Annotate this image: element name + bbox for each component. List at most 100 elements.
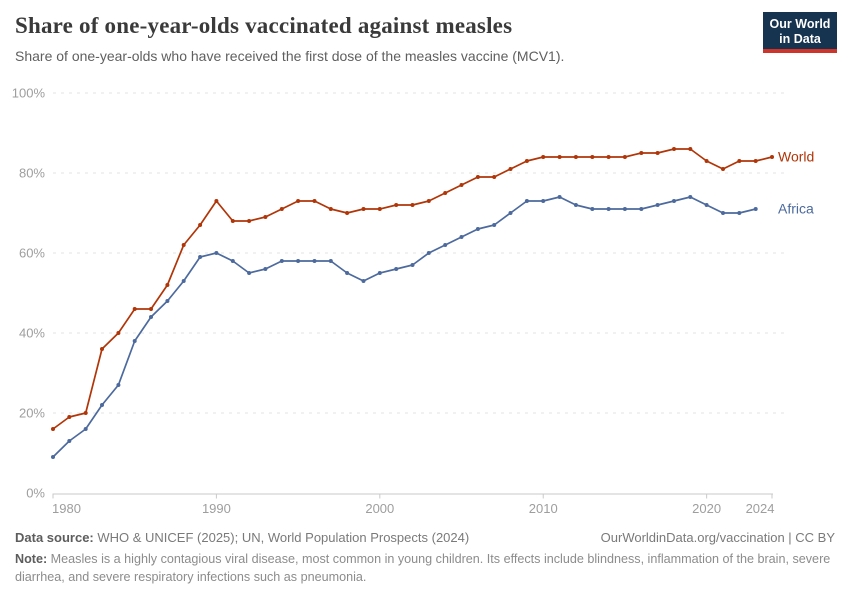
data-point-world-1984[interactable] [116,331,121,335]
x-tick-label-2000: 2000 [365,501,394,516]
data-point-africa-1997[interactable] [328,259,333,263]
data-point-africa-1996[interactable] [312,259,317,263]
data-point-africa-1998[interactable] [345,271,350,275]
data-point-world-1993[interactable] [263,215,268,219]
data-point-world-1998[interactable] [345,211,350,215]
data-point-world-1999[interactable] [361,207,366,211]
data-point-world-2022[interactable] [737,159,742,163]
data-point-africa-2018[interactable] [672,199,676,203]
data-point-africa-2010[interactable] [541,199,546,203]
data-point-africa-2013[interactable] [590,207,595,211]
data-point-world-1991[interactable] [230,219,235,223]
owid-license-link[interactable]: OurWorldinData.org/vaccination | CC BY [600,530,835,545]
note-label: Note: [15,552,48,566]
data-point-world-1992[interactable] [247,219,252,223]
data-point-africa-2001[interactable] [394,267,399,271]
data-point-africa-1994[interactable] [279,259,284,263]
data-point-world-1986[interactable] [149,307,153,311]
data-point-africa-2015[interactable] [622,207,627,211]
data-point-world-2008[interactable] [508,167,513,171]
data-point-world-1985[interactable] [132,307,137,311]
data-point-world-1987[interactable] [165,283,170,287]
data-point-world-1988[interactable] [181,243,186,247]
data-point-africa-2003[interactable] [426,251,431,255]
data-point-world-2009[interactable] [524,159,529,163]
data-point-africa-2009[interactable] [524,199,529,203]
data-point-world-2019[interactable] [688,147,693,151]
data-point-africa-1988[interactable] [181,279,186,283]
data-point-africa-2012[interactable] [573,203,578,207]
data-point-world-2013[interactable] [590,155,595,159]
data-point-world-1990[interactable] [214,199,219,203]
data-point-africa-2011[interactable] [557,195,562,199]
data-point-world-2018[interactable] [672,147,676,151]
data-point-world-2000[interactable] [377,207,382,211]
x-tick-label-2024: 2024 [746,501,775,516]
data-point-africa-2019[interactable] [688,195,693,199]
data-point-world-2005[interactable] [459,183,464,187]
data-point-africa-2020[interactable] [704,203,709,207]
data-point-africa-1981[interactable] [67,439,72,443]
data-point-africa-2016[interactable] [639,207,644,211]
data-point-africa-2002[interactable] [410,263,415,267]
x-tick-label-1980: 1980 [52,501,81,516]
data-point-africa-2000[interactable] [377,271,382,275]
data-point-africa-1980[interactable] [51,455,55,459]
data-point-world-2006[interactable] [475,175,480,179]
data-point-world-2021[interactable] [721,167,725,171]
data-point-africa-1989[interactable] [198,255,203,259]
data-point-africa-1984[interactable] [116,383,121,387]
data-point-africa-2005[interactable] [459,235,464,239]
data-point-world-1980[interactable] [51,427,55,431]
data-point-africa-2006[interactable] [475,227,480,231]
data-point-africa-2022[interactable] [737,211,742,215]
data-point-africa-2004[interactable] [443,243,448,247]
data-point-africa-2017[interactable] [655,203,660,207]
data-point-world-2007[interactable] [492,175,497,179]
series-label-africa[interactable]: Africa [778,201,814,217]
data-point-africa-2023[interactable] [753,207,758,211]
data-point-world-2002[interactable] [410,203,415,207]
data-point-africa-1987[interactable] [165,299,170,303]
data-point-africa-1983[interactable] [100,403,104,407]
data-point-world-2012[interactable] [573,155,578,159]
data-point-world-1995[interactable] [296,199,301,203]
series-line-world[interactable] [52,148,773,430]
data-point-world-2017[interactable] [655,151,660,155]
data-point-africa-1995[interactable] [296,259,301,263]
data-point-africa-1986[interactable] [149,315,153,319]
data-point-africa-1993[interactable] [263,267,268,271]
data-point-world-1982[interactable] [83,411,88,415]
data-point-world-2010[interactable] [541,155,546,159]
data-point-africa-1985[interactable] [132,339,137,343]
data-point-africa-2007[interactable] [492,223,497,227]
data-point-africa-1982[interactable] [83,427,88,431]
data-point-world-2016[interactable] [639,151,644,155]
data-point-world-2015[interactable] [622,155,627,159]
data-point-africa-2008[interactable] [508,211,513,215]
owid-logo[interactable]: Our World in Data [763,12,837,53]
data-point-africa-1999[interactable] [361,279,366,283]
data-point-africa-2014[interactable] [606,207,611,211]
data-point-world-2001[interactable] [394,203,399,207]
data-point-world-2011[interactable] [557,155,562,159]
data-point-world-1996[interactable] [312,199,317,203]
data-point-africa-2021[interactable] [721,211,725,215]
data-point-world-2004[interactable] [443,191,448,195]
data-point-world-2020[interactable] [704,159,709,163]
data-point-world-2003[interactable] [426,199,431,203]
data-point-africa-1992[interactable] [247,271,252,275]
data-point-world-1994[interactable] [279,207,284,211]
data-point-world-1981[interactable] [67,415,72,419]
data-point-africa-1991[interactable] [230,259,235,263]
data-point-world-1983[interactable] [100,347,104,351]
series-line-africa[interactable] [52,196,757,458]
data-point-africa-1990[interactable] [214,251,219,255]
data-point-world-2014[interactable] [606,155,611,159]
data-point-world-1997[interactable] [328,207,333,211]
series-label-world[interactable]: World [778,149,814,165]
data-point-world-2023[interactable] [753,159,758,163]
data-point-world-2024[interactable] [770,155,774,159]
data-point-world-1989[interactable] [198,223,203,227]
x-tick-label-2010: 2010 [529,501,558,516]
